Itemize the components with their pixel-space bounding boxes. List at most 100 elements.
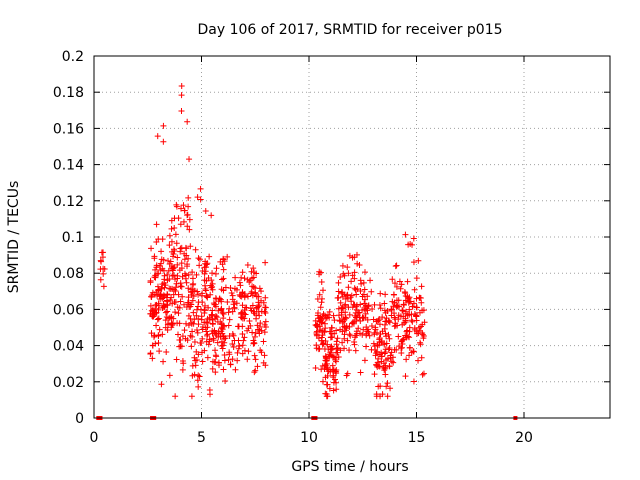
data-point [418,354,425,361]
data-point [204,260,211,267]
data-point [230,343,237,350]
data-point [226,305,233,312]
data-point [246,278,253,285]
data-point [98,258,105,265]
data-point [335,288,342,295]
data-point [169,322,176,329]
data-point [371,301,378,308]
data-point [221,357,228,364]
data-point [206,253,213,260]
data-point [153,309,160,316]
data-point [353,291,360,298]
data-point [349,319,356,326]
data-point [346,347,353,354]
data-point [253,293,260,300]
data-point [326,308,333,315]
data-point [417,327,424,334]
data-point [409,318,416,325]
data-point [160,294,167,301]
data-point [209,320,216,327]
data-point [191,354,198,361]
data-point [255,308,262,315]
data-point [316,291,323,298]
data-point [176,304,183,311]
data-point [178,283,185,290]
data-point [164,271,171,278]
data-point [244,356,251,363]
data-point [375,383,382,390]
data-point [339,289,346,296]
data-point [195,255,202,262]
data-point [406,344,413,351]
data-point [382,330,389,337]
data-point [417,341,424,348]
data-point [391,323,398,330]
data-point [179,333,186,340]
data-point [158,256,165,263]
data-point [344,295,351,302]
data-point [193,348,200,355]
data-point [391,280,398,287]
data-point [351,312,358,319]
data-point [333,338,340,345]
data-point [339,262,346,269]
data-point [182,335,189,342]
data-point [363,330,370,337]
data-point [207,291,214,298]
data-point [189,275,196,282]
data-point [321,328,328,335]
data-point [147,351,154,358]
data-point [333,379,340,386]
data-point [213,331,220,338]
data-point [157,291,164,298]
data-point [361,286,368,293]
data-point [174,272,181,279]
data-point [178,92,185,99]
data-point [406,352,413,359]
data-point [341,345,348,352]
data-point [317,269,324,276]
data-point [185,203,192,210]
data-point [239,269,246,276]
data-point [201,347,208,354]
x-tick-label: 0 [90,430,99,446]
data-point [364,307,371,314]
data-point [235,345,242,352]
data-point [166,372,173,379]
data-point [346,331,353,338]
data-point [158,248,165,255]
y-axis-label: SRMTID / TECUs [6,181,22,294]
data-point [240,337,247,344]
data-point [199,335,206,342]
data-point [416,309,423,316]
data-point [167,258,174,265]
data-point [219,309,226,316]
data-point [322,338,329,345]
data-point [235,323,242,330]
data-point [382,291,389,298]
data-point [393,304,400,311]
data-point [376,321,383,328]
data-point [251,352,258,359]
data-point [162,309,169,316]
data-point [384,380,391,387]
data-point [262,318,269,325]
data-point [353,251,360,258]
y-tick-label: 0.06 [53,302,84,318]
data-point [188,393,195,400]
x-axis-label: GPS time / hours [291,459,408,475]
data-point [317,304,324,311]
data-point [357,287,364,294]
y-tick-label: 0.02 [53,375,84,391]
data-point [356,262,363,269]
data-point [206,338,213,345]
data-point [179,293,186,300]
data-point [343,315,350,322]
data-point [224,253,231,260]
data-point [382,364,389,371]
data-point [160,304,167,311]
data-point [173,356,180,363]
data-point [229,341,236,348]
data-point [180,360,187,367]
data-point [184,263,191,270]
